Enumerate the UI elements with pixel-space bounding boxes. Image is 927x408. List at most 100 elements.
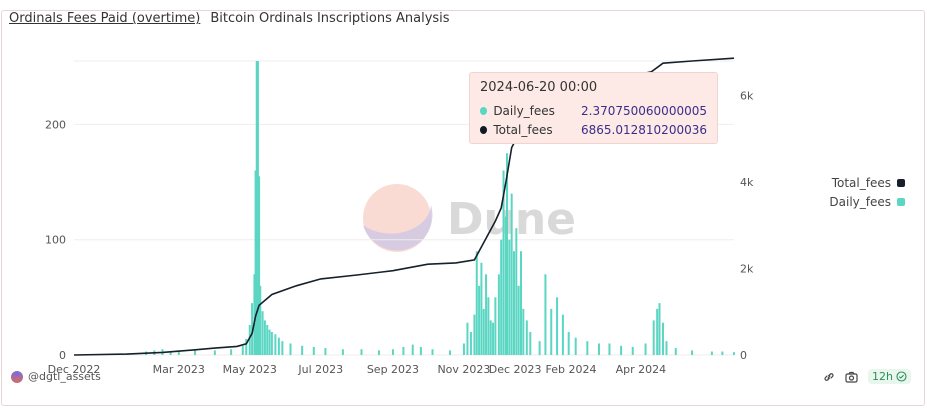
- daily-fee-bar: [492, 322, 495, 355]
- x-tick-label: Sep 2023: [367, 363, 419, 376]
- hover-tooltip: 2024-06-20 00:00 Daily_fees 2.3707500600…: [469, 72, 718, 144]
- y-axis-left: 0 100 200: [45, 118, 66, 362]
- legend-label: Total_fees: [831, 176, 891, 190]
- chart-subtitle: Bitcoin Ordinals Inscriptions Analysis: [210, 11, 450, 26]
- daily-fee-bar: [270, 331, 273, 355]
- daily-fee-bar: [620, 345, 623, 355]
- daily-fee-bar: [248, 325, 251, 355]
- tooltip-label: Total_fees: [493, 122, 553, 137]
- daily-fee-bar: [263, 320, 266, 355]
- daily-fee-bar: [469, 331, 472, 355]
- footer-actions: 12h: [823, 369, 911, 384]
- daily-fee-bar: [289, 343, 292, 355]
- daily-fee-bar: [691, 350, 694, 355]
- x-tick-label: Dec 2023: [489, 363, 542, 376]
- x-tick-label: May 2023: [223, 363, 277, 376]
- x-tick-label: Jul 2023: [297, 363, 343, 376]
- daily-fee-bar: [644, 343, 647, 355]
- daily-fee-bar: [674, 348, 677, 355]
- x-tick-label: Mar 2023: [153, 363, 205, 376]
- y-right-tick-label: 0: [740, 349, 747, 362]
- y-right-tick-label: 6k: [740, 90, 754, 103]
- refresh-badge[interactable]: 12h: [868, 369, 911, 384]
- daily-fees-swatch-icon: [897, 198, 905, 206]
- daily-fee-bar: [268, 329, 271, 355]
- daily-fee-bar: [631, 346, 634, 355]
- daily-fee-bar: [241, 345, 244, 355]
- author-avatar-icon: [11, 370, 23, 383]
- daily-fee-bar: [494, 297, 497, 355]
- y-left-tick-label: 200: [45, 118, 66, 131]
- daily-fee-bar: [253, 274, 256, 355]
- y-left-tick-label: 100: [45, 234, 66, 247]
- daily-fee-bar: [597, 343, 600, 355]
- daily-fee-bar: [658, 303, 661, 355]
- chart-card: [1, 10, 925, 406]
- daily-fee-bar: [656, 308, 659, 355]
- y-axis-right: 0 2k 4k 6k: [740, 90, 754, 362]
- daily-fee-bar: [513, 251, 515, 355]
- daily-fee-bar: [448, 350, 451, 355]
- daily-fee-bar: [506, 153, 509, 355]
- daily-fee-bar: [478, 285, 481, 355]
- total-fees-dot-icon: [480, 125, 488, 134]
- daily-fee-bar: [462, 343, 465, 355]
- daily-fee-bar: [277, 337, 280, 355]
- daily-fee-bar: [550, 308, 553, 355]
- total-fees-swatch-icon: [897, 179, 905, 187]
- author-name: @dgtl_assets: [28, 370, 101, 383]
- legend-item-total[interactable]: Total_fees: [829, 176, 905, 190]
- daily-fee-bar: [733, 352, 735, 355]
- daily-fee-bar: [377, 350, 380, 355]
- y-right-tick-label: 2k: [740, 263, 754, 276]
- daily-fee-bar: [411, 344, 414, 355]
- refresh-interval: 12h: [872, 370, 893, 383]
- daily-fee-bar: [525, 320, 528, 355]
- daily-fee-bar: [586, 341, 589, 355]
- chart-legend: Total_fees Daily_fees: [829, 176, 905, 214]
- daily-fee-bar: [213, 350, 216, 355]
- daily-fee-bar: [301, 345, 304, 355]
- daily-fee-bar: [519, 251, 522, 355]
- daily-fee-bar: [544, 274, 547, 355]
- daily-fee-bar: [508, 239, 511, 355]
- daily-fee-bar: [608, 343, 611, 355]
- daily-fee-bar: [324, 348, 327, 355]
- embed-link-icon[interactable]: [823, 371, 835, 383]
- daily-fee-bar: [517, 285, 520, 355]
- chart-header: Ordinals Fees Paid (overtime) Bitcoin Or…: [9, 11, 450, 26]
- x-tick-label: Dec 2022: [48, 363, 101, 376]
- x-tick-label: Nov 2023: [437, 363, 490, 376]
- daily-fee-bar: [710, 351, 713, 355]
- daily-fees-dot-icon: [480, 106, 488, 115]
- daily-fee-bar: [487, 297, 490, 355]
- daily-fee-bar: [341, 349, 344, 355]
- daily-fee-bar: [169, 351, 172, 355]
- legend-item-daily[interactable]: Daily_fees: [829, 195, 905, 209]
- tooltip-date: 2024-06-20 00:00: [480, 80, 598, 95]
- legend-label: Daily_fees: [829, 195, 891, 209]
- check-circle-icon: [896, 371, 907, 382]
- daily-fee-bar: [473, 314, 476, 355]
- daily-fee-bar: [504, 216, 507, 355]
- daily-fee-bar: [360, 349, 363, 355]
- daily-fee-bar: [510, 193, 513, 355]
- daily-fee-bar: [312, 346, 315, 355]
- daily-fees-bars: [125, 61, 735, 355]
- daily-fee-bar: [259, 285, 262, 355]
- y-left-tick-label: 0: [59, 349, 66, 362]
- daily-fee-bar: [502, 170, 505, 355]
- tooltip-label: Daily_fees: [493, 103, 555, 118]
- camera-icon[interactable]: [845, 371, 858, 383]
- daily-fee-bar: [574, 337, 577, 355]
- daily-fee-bar: [556, 297, 559, 355]
- author-footer[interactable]: @dgtl_assets: [11, 370, 101, 383]
- daily-fee-bar: [466, 322, 469, 355]
- daily-fee-bar: [538, 341, 541, 355]
- y-right-tick-label: 4k: [740, 176, 754, 189]
- daily-fee-bar: [281, 341, 284, 355]
- daily-fee-bar: [230, 349, 233, 355]
- x-tick-label: Apr 2024: [616, 363, 667, 376]
- x-axis: Dec 2022 Mar 2023 May 2023 Jul 2023 Sep 2023…: [48, 363, 667, 376]
- chart-title-link[interactable]: Ordinals Fees Paid (overtime): [9, 11, 201, 26]
